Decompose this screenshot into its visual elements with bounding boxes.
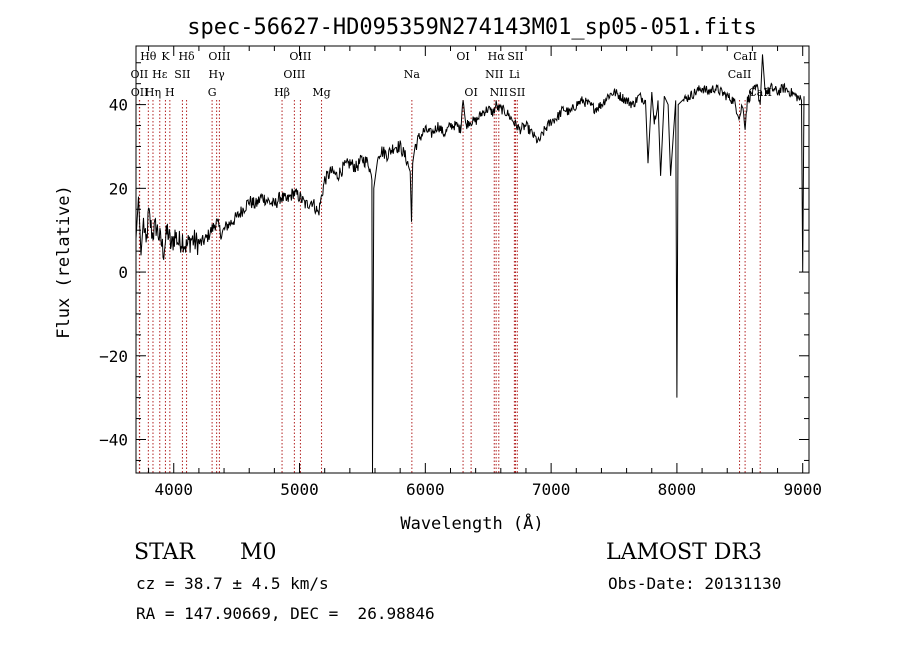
x-tick-label-0: 4000 [154, 480, 193, 499]
line-marker-label-14: Hβ [274, 86, 290, 99]
line-marker-label-18: OI [464, 86, 477, 99]
plot-frame [135, 45, 810, 474]
line-marker-label-23: Li [509, 68, 520, 81]
y-tick-label-2: 0 [118, 263, 128, 282]
chart-title: spec-56627-HD095359N274143M01_sp05-051.f… [187, 15, 757, 40]
line-marker-label-10: Hγ [209, 68, 226, 81]
y-tick-label-3: 20 [109, 179, 128, 198]
line-marker-label-3: Hη [145, 86, 161, 99]
x-tick-label-4: 8000 [658, 480, 697, 499]
x-tick-label-3: 7000 [532, 480, 571, 499]
line-marker-label-9: OIII [208, 50, 230, 63]
line-marker-label-8: Hδ [178, 50, 195, 63]
line-marker-label-26: CaII [728, 68, 752, 81]
line-marker-label-21: NII [490, 86, 508, 99]
x-axis-label: Wavelength (Å) [400, 512, 543, 534]
line-marker-label-19: Hα [488, 50, 506, 63]
line-marker-label-11: G [208, 86, 217, 99]
line-marker-label-16: Na [404, 68, 421, 81]
y-tick-label-1: −20 [99, 347, 128, 366]
y-tick-label-0: −40 [99, 431, 128, 450]
line-marker-label-20: NII [485, 68, 503, 81]
survey-name: LAMOST DR3 [606, 540, 762, 565]
line-marker-label-4: Hε [152, 68, 168, 81]
line-marker-label-6: SII [174, 68, 190, 81]
line-marker-label-17: OI [456, 50, 469, 63]
series-line-0 [135, 54, 805, 474]
line-marker-label-1: OII [131, 68, 149, 81]
line-marker-label-25: CaII [733, 50, 757, 63]
line-marker-label-13: OIII [283, 68, 305, 81]
object-subclass: M0 [240, 540, 277, 565]
line-marker-label-5: K [161, 50, 170, 63]
line-marker-label-7: H [165, 86, 175, 99]
obs-date: Obs-Date: 20131130 [608, 574, 782, 593]
object-class: STAR [134, 540, 195, 565]
y-tick-label-4: 40 [109, 96, 128, 115]
x-tick-label-5: 9000 [783, 480, 822, 499]
line-marker-label-15: Mg [312, 86, 330, 99]
y-axis-label: Flux (relative) [54, 185, 74, 339]
x-tick-label-2: 6000 [406, 480, 445, 499]
x-tick-label-1: 5000 [280, 480, 319, 499]
coordinates: RA = 147.90669, DEC = 26.98846 [136, 604, 435, 623]
line-marker-label-22: SII [507, 50, 523, 63]
redshift-readout: cz = 38.7 ± 4.5 km/s [136, 574, 329, 593]
line-marker-label-24: SII [509, 86, 525, 99]
line-marker-label-2: OII [131, 86, 149, 99]
line-marker-label-12: OIII [289, 50, 311, 63]
line-marker-label-0: Hθ [140, 50, 157, 63]
